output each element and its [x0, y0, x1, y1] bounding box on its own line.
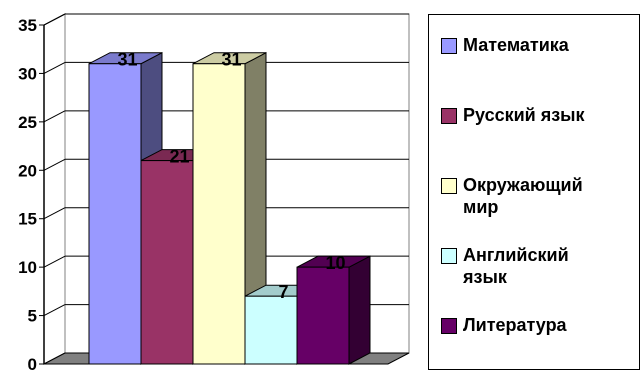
data-labels: 31 21 31 7 10: [117, 50, 345, 302]
y-tick-label: 15: [18, 210, 37, 229]
bar: [192, 51, 267, 365]
bars: [88, 51, 371, 365]
legend-swatch: [441, 178, 457, 194]
y-tick-label: 20: [18, 161, 37, 180]
legend-swatch: [441, 38, 457, 54]
bar-front: [192, 63, 246, 365]
legend: Математика Русский язык Окружающий мир А…: [428, 14, 640, 370]
bar-front: [296, 266, 350, 365]
data-label: 10: [325, 253, 345, 273]
y-tick-label: 25: [18, 113, 37, 132]
legend-item-okruzhayushchiy: Окружающий мир: [441, 174, 613, 218]
gridline-side: [43, 207, 66, 220]
legend-item-russkiy: Русский язык: [441, 104, 633, 126]
bar-side: [348, 255, 371, 365]
data-label: 21: [169, 147, 189, 167]
bar: [296, 255, 371, 365]
y-axis: 0 5 10 15 20 25 30 35: [18, 16, 45, 372]
bar-front: [140, 160, 194, 365]
y-tick-label: 0: [28, 355, 37, 372]
gridline-side: [43, 304, 66, 317]
legend-item-matematika: Математика: [441, 34, 633, 56]
gridline-side: [43, 61, 66, 74]
side-wall: [43, 13, 66, 365]
gridline-side: [43, 110, 66, 123]
legend-swatch: [441, 108, 457, 124]
legend-label: Литература: [463, 315, 567, 335]
data-label: 31: [117, 50, 137, 70]
bar-front: [244, 295, 298, 365]
legend-item-angliyskiy: Английский язык: [441, 244, 593, 288]
bar-front: [88, 63, 142, 365]
legend-label: Математика: [463, 35, 569, 55]
gridline-side: [43, 255, 66, 268]
y-tick-label: 35: [18, 16, 37, 35]
legend-item-literatura: Литература: [441, 314, 633, 336]
data-label: 31: [221, 50, 241, 70]
legend-label: Русский язык: [463, 105, 585, 125]
legend-swatch: [441, 248, 457, 264]
legend-label: Английский язык: [463, 245, 569, 287]
gridline-side: [43, 13, 66, 26]
y-tick-label: 10: [18, 258, 37, 277]
legend-swatch: [441, 318, 457, 334]
y-tick-label: 30: [18, 64, 37, 83]
gridline-side: [43, 158, 66, 171]
legend-label: Окружающий мир: [463, 175, 583, 217]
data-label: 7: [278, 282, 288, 302]
y-tick-label: 5: [28, 307, 37, 326]
